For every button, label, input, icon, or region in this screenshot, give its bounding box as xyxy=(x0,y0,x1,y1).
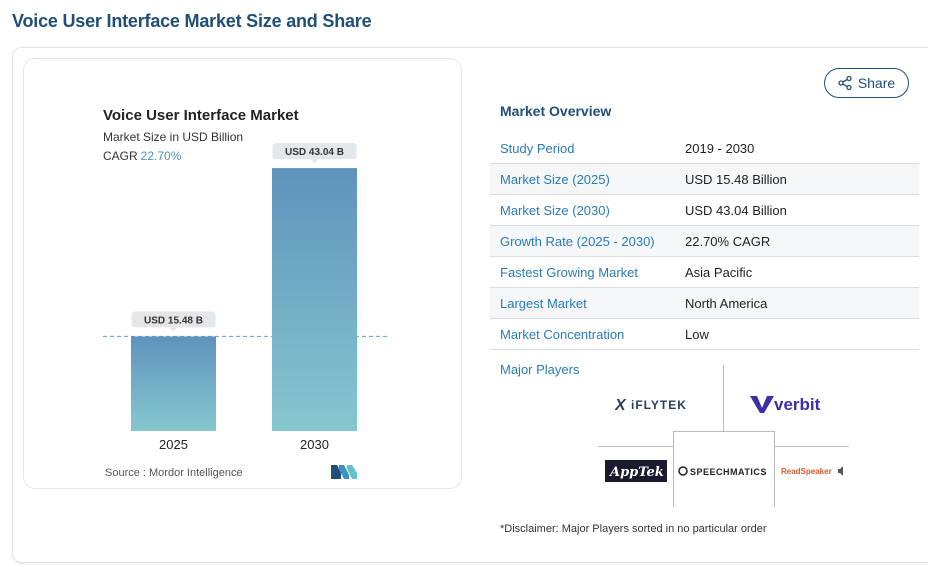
data-label-pointer xyxy=(169,327,178,332)
x-tick-label: 2030 xyxy=(300,437,329,452)
overview-value: Asia Pacific xyxy=(685,264,753,280)
overview-value: USD 15.48 Billion xyxy=(685,171,787,187)
overview-key[interactable]: Growth Rate (2025 - 2030) xyxy=(500,233,655,249)
logo-text: AppTek xyxy=(608,465,664,480)
overview-key[interactable]: Market Size (2030) xyxy=(500,202,610,218)
data-label-box xyxy=(272,143,357,160)
share-label: Share xyxy=(857,75,896,91)
data-label-pointer xyxy=(310,159,319,164)
overview-value: North America xyxy=(685,295,768,311)
overview-row: Market Concentration Low xyxy=(490,319,919,350)
overview-row: Growth Rate (2025 - 2030) 22.70% CAGR xyxy=(490,226,919,257)
overview-row: Market Size (2030) USD 43.04 Billion xyxy=(490,195,919,226)
grid-divider xyxy=(723,365,724,431)
overview-value: 22.70% CAGR xyxy=(685,233,771,249)
data-label: USD 43.04 B xyxy=(285,147,344,158)
x-tick-label: 2025 xyxy=(159,437,188,452)
cagr-label: CAGR xyxy=(103,149,138,163)
overview-value: USD 43.04 Billion xyxy=(685,202,787,218)
overview-key[interactable]: Market Concentration xyxy=(500,326,625,342)
mordor-logo xyxy=(331,465,357,484)
overview-value: 2019 - 2030 xyxy=(685,140,755,156)
logo-text: verbit xyxy=(774,395,821,414)
overview-row: Study Period 2019 - 2030 xyxy=(490,133,919,164)
page-title: Voice User Interface Market Size and Sha… xyxy=(12,11,372,31)
cagr-value: 22.70% xyxy=(140,149,182,163)
major-players-title[interactable]: Major Players xyxy=(500,362,580,377)
grid-divider xyxy=(774,431,775,507)
grid-divider xyxy=(673,431,775,432)
data-label-box xyxy=(131,311,216,328)
data-label: USD 15.48 B xyxy=(144,315,203,326)
overview-key[interactable]: Market Size (2025) xyxy=(500,171,610,187)
grid-divider xyxy=(774,446,849,447)
major-players-grid: X iFLYTEK verbit AppTek SPEECHMATICS Rea… xyxy=(598,365,849,507)
grid-divider xyxy=(673,431,674,507)
svg-text:X: X xyxy=(615,397,627,413)
logo-text: iFLYTEK xyxy=(631,398,687,412)
disclaimer: *Disclaimer: Major Players sorted in no … xyxy=(500,523,767,535)
overview-table: Study Period 2019 - 2030 Market Size (20… xyxy=(490,133,919,350)
logo-readspeaker[interactable]: ReadSpeaker xyxy=(778,460,848,482)
chart-title: Voice User Interface Market xyxy=(103,107,299,124)
overview-key[interactable]: Largest Market xyxy=(500,295,587,311)
logo-speechmatics[interactable]: SPEECHMATICS xyxy=(676,460,774,482)
overview-title: Market Overview xyxy=(500,103,612,119)
chart-subtitle: Market Size in USD Billion xyxy=(103,130,244,144)
chart-source: Source : Mordor Intelligence xyxy=(105,467,243,479)
logo-text: ReadSpeaker xyxy=(781,467,832,476)
logo-text: SPEECHMATICS xyxy=(690,467,767,477)
overview-key[interactable]: Fastest Growing Market xyxy=(500,264,638,280)
share-icon xyxy=(838,76,852,90)
logo-iflytek[interactable]: X iFLYTEK xyxy=(608,391,713,417)
logo-verbit[interactable]: verbit xyxy=(738,391,843,417)
grid-divider xyxy=(598,446,673,447)
overview-row: Fastest Growing Market Asia Pacific xyxy=(490,257,919,288)
chart-card xyxy=(23,58,462,489)
overview-row: Market Size (2025) USD 15.48 Billion xyxy=(490,164,919,195)
overview-row: Largest Market North America xyxy=(490,288,919,319)
overview-value: Low xyxy=(685,326,709,342)
chart-cagr: CAGR 22.70% xyxy=(103,149,181,163)
bar-2030 xyxy=(272,168,357,432)
bar-2025 xyxy=(131,336,216,431)
logo-apptek[interactable]: AppTek xyxy=(602,458,670,484)
overview-key[interactable]: Study Period xyxy=(500,140,575,156)
share-button[interactable]: Share xyxy=(824,68,909,98)
